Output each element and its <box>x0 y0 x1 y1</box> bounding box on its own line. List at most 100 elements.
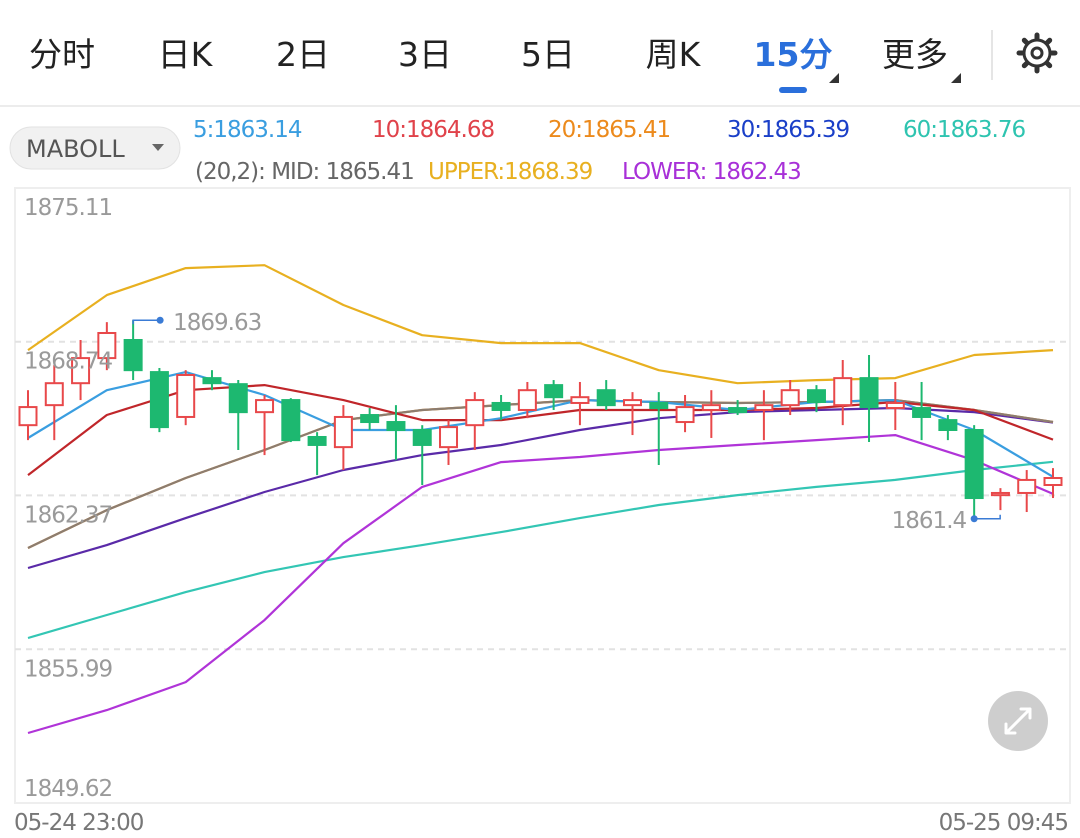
candle-body <box>412 428 432 446</box>
tab-label: 5日 <box>521 35 575 74</box>
candle-body <box>517 389 537 411</box>
candle-body <box>885 401 905 410</box>
settings-button[interactable] <box>1016 32 1058 74</box>
tab[interactable]: 日K <box>158 35 214 74</box>
candle-body <box>675 406 695 424</box>
candle-body <box>754 404 774 411</box>
candle-body <box>123 339 143 372</box>
candle-body <box>97 332 117 360</box>
indicator-line <box>27 264 1054 385</box>
candles <box>18 316 1063 523</box>
max-dot <box>156 316 164 324</box>
candle-body <box>938 419 958 431</box>
candle-body <box>307 435 327 446</box>
boll-legend: UPPER:1868.39 <box>428 159 593 185</box>
tab-label: 日K <box>158 35 214 74</box>
candle-body <box>544 384 564 399</box>
candle-body <box>333 415 353 449</box>
indicator-lines <box>27 264 1054 735</box>
tab-label: 2日 <box>276 35 330 74</box>
tab[interactable]: 3日 <box>398 35 452 74</box>
candle-body <box>780 389 800 407</box>
tab-caret <box>829 73 839 83</box>
candle-body <box>990 491 1010 497</box>
indicator-line <box>27 406 1054 570</box>
candle-body <box>701 404 721 411</box>
max-label: 1869.63 <box>173 310 261 336</box>
indicator-line <box>27 434 1054 735</box>
candle-body <box>728 407 748 414</box>
min-label: 1861.4 <box>892 508 967 534</box>
ma-legend: 30:1865.39 <box>727 117 849 143</box>
tab[interactable]: 更多 <box>882 35 961 83</box>
indicator-line <box>27 384 1054 476</box>
y-tick-label: 1855.99 <box>24 656 112 682</box>
max-pointer <box>132 319 160 325</box>
ma-legend: 60:1863.76 <box>903 117 1025 143</box>
candle-body <box>649 401 669 410</box>
x-tick-label: 05-25 09:45 <box>939 810 1068 836</box>
candle-body <box>465 399 485 427</box>
indicator-line <box>27 460 1054 640</box>
min-dot <box>970 515 978 523</box>
expand-button[interactable] <box>988 691 1048 751</box>
candle-body <box>202 377 222 385</box>
boll-legend: LOWER: 1862.43 <box>622 159 801 185</box>
ma-legend: 20:1865.41 <box>548 117 670 143</box>
tab[interactable]: 15分 <box>754 35 839 93</box>
candle-body <box>1017 478 1037 494</box>
legend: 5:1863.14 10:1864.68 20:1865.41 30:1865.39 6… <box>193 117 1026 185</box>
candle-body <box>1043 477 1063 487</box>
candle-body <box>18 406 38 427</box>
tab-label: 分时 <box>29 35 95 74</box>
candle-body <box>281 399 301 442</box>
candle-body <box>596 389 616 407</box>
expand-icon <box>1004 707 1032 735</box>
selector-caret <box>152 144 164 151</box>
y-tick-label: 1868.74 <box>24 349 112 375</box>
candle-body <box>570 396 590 404</box>
tab[interactable]: 2日 <box>276 35 330 74</box>
selector-label: MABOLL <box>26 135 125 163</box>
candle-body <box>439 426 459 449</box>
ma-legend: 10:1864.68 <box>372 117 494 143</box>
tab[interactable]: 5日 <box>521 35 575 74</box>
candle-body <box>859 377 879 409</box>
ma-legend: 5:1863.14 <box>193 117 302 143</box>
y-tick-label: 1862.37 <box>24 502 112 528</box>
candle-body <box>149 371 169 429</box>
indicator-selector[interactable]: MABOLL <box>9 126 181 170</box>
indicator-line <box>27 371 1054 478</box>
candle-body <box>833 377 853 407</box>
min-pointer <box>974 514 1001 520</box>
y-tick-label: 1849.62 <box>24 776 112 802</box>
boll-legend: (20,2): MID: 1865.41 <box>195 159 414 185</box>
candle-body <box>176 373 196 418</box>
tab-label: 更多 <box>882 35 948 74</box>
gear-teeth <box>1016 32 1058 74</box>
tab[interactable]: 分时 <box>29 35 95 74</box>
tab-label: 15分 <box>754 35 833 74</box>
x-tick-label: 05-24 23:00 <box>14 810 144 836</box>
axis-labels: 1875.11 1868.74 1862.37 1855.99 1849.62 05-24… <box>14 195 1069 836</box>
tab-caret <box>951 73 961 83</box>
candle-body <box>964 428 984 500</box>
tab-label: 周K <box>646 35 702 74</box>
y-tick-label: 1875.11 <box>24 195 112 221</box>
selector-pill <box>9 126 181 170</box>
candle-body <box>228 383 248 414</box>
candle-body <box>386 421 406 431</box>
candle-body <box>71 357 91 385</box>
candle-body <box>806 389 826 404</box>
candle-body <box>44 382 64 407</box>
candle-body <box>912 407 932 418</box>
candle-body <box>360 414 380 424</box>
candle-body <box>622 399 642 407</box>
tab[interactable]: 周K <box>646 35 702 74</box>
candle-body <box>255 399 275 414</box>
gear-hub <box>1030 46 1044 60</box>
tab-indicator <box>779 87 807 93</box>
